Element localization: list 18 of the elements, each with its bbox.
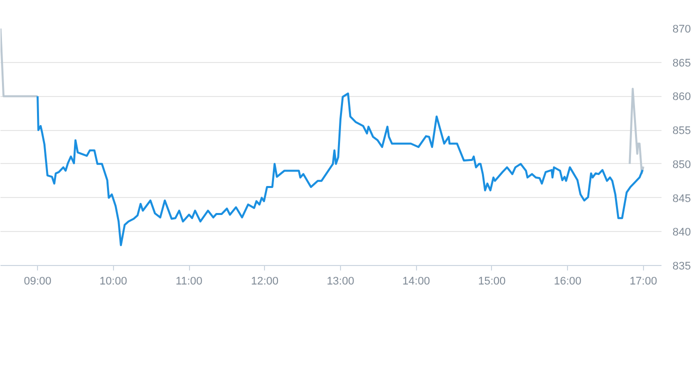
y-tick-label: 865 — [672, 57, 691, 70]
y-tick-label: 845 — [672, 192, 691, 205]
x-tick-label: 16:00 — [554, 276, 582, 288]
x-tick-label: 14:00 — [402, 276, 430, 288]
x-tick-label: 15:00 — [478, 276, 506, 288]
y-tick-label: 850 — [672, 158, 691, 171]
x-tick-label: 11:00 — [176, 276, 202, 288]
y-tick-label: 870 — [672, 24, 691, 36]
x-tick-label: 10:00 — [100, 276, 128, 288]
x-tick-label: 17:00 — [630, 276, 658, 288]
y-tick-label: 835 — [672, 260, 691, 272]
y-tick-label: 855 — [672, 125, 691, 138]
line-series — [36, 92, 644, 246]
y-tick-label: 860 — [672, 91, 691, 104]
y-tick-label: 840 — [672, 226, 691, 239]
x-tick-label: 13:00 — [326, 276, 354, 288]
x-tick-label: 09:00 — [24, 276, 52, 288]
x-tick-label: 12:00 — [250, 276, 279, 288]
